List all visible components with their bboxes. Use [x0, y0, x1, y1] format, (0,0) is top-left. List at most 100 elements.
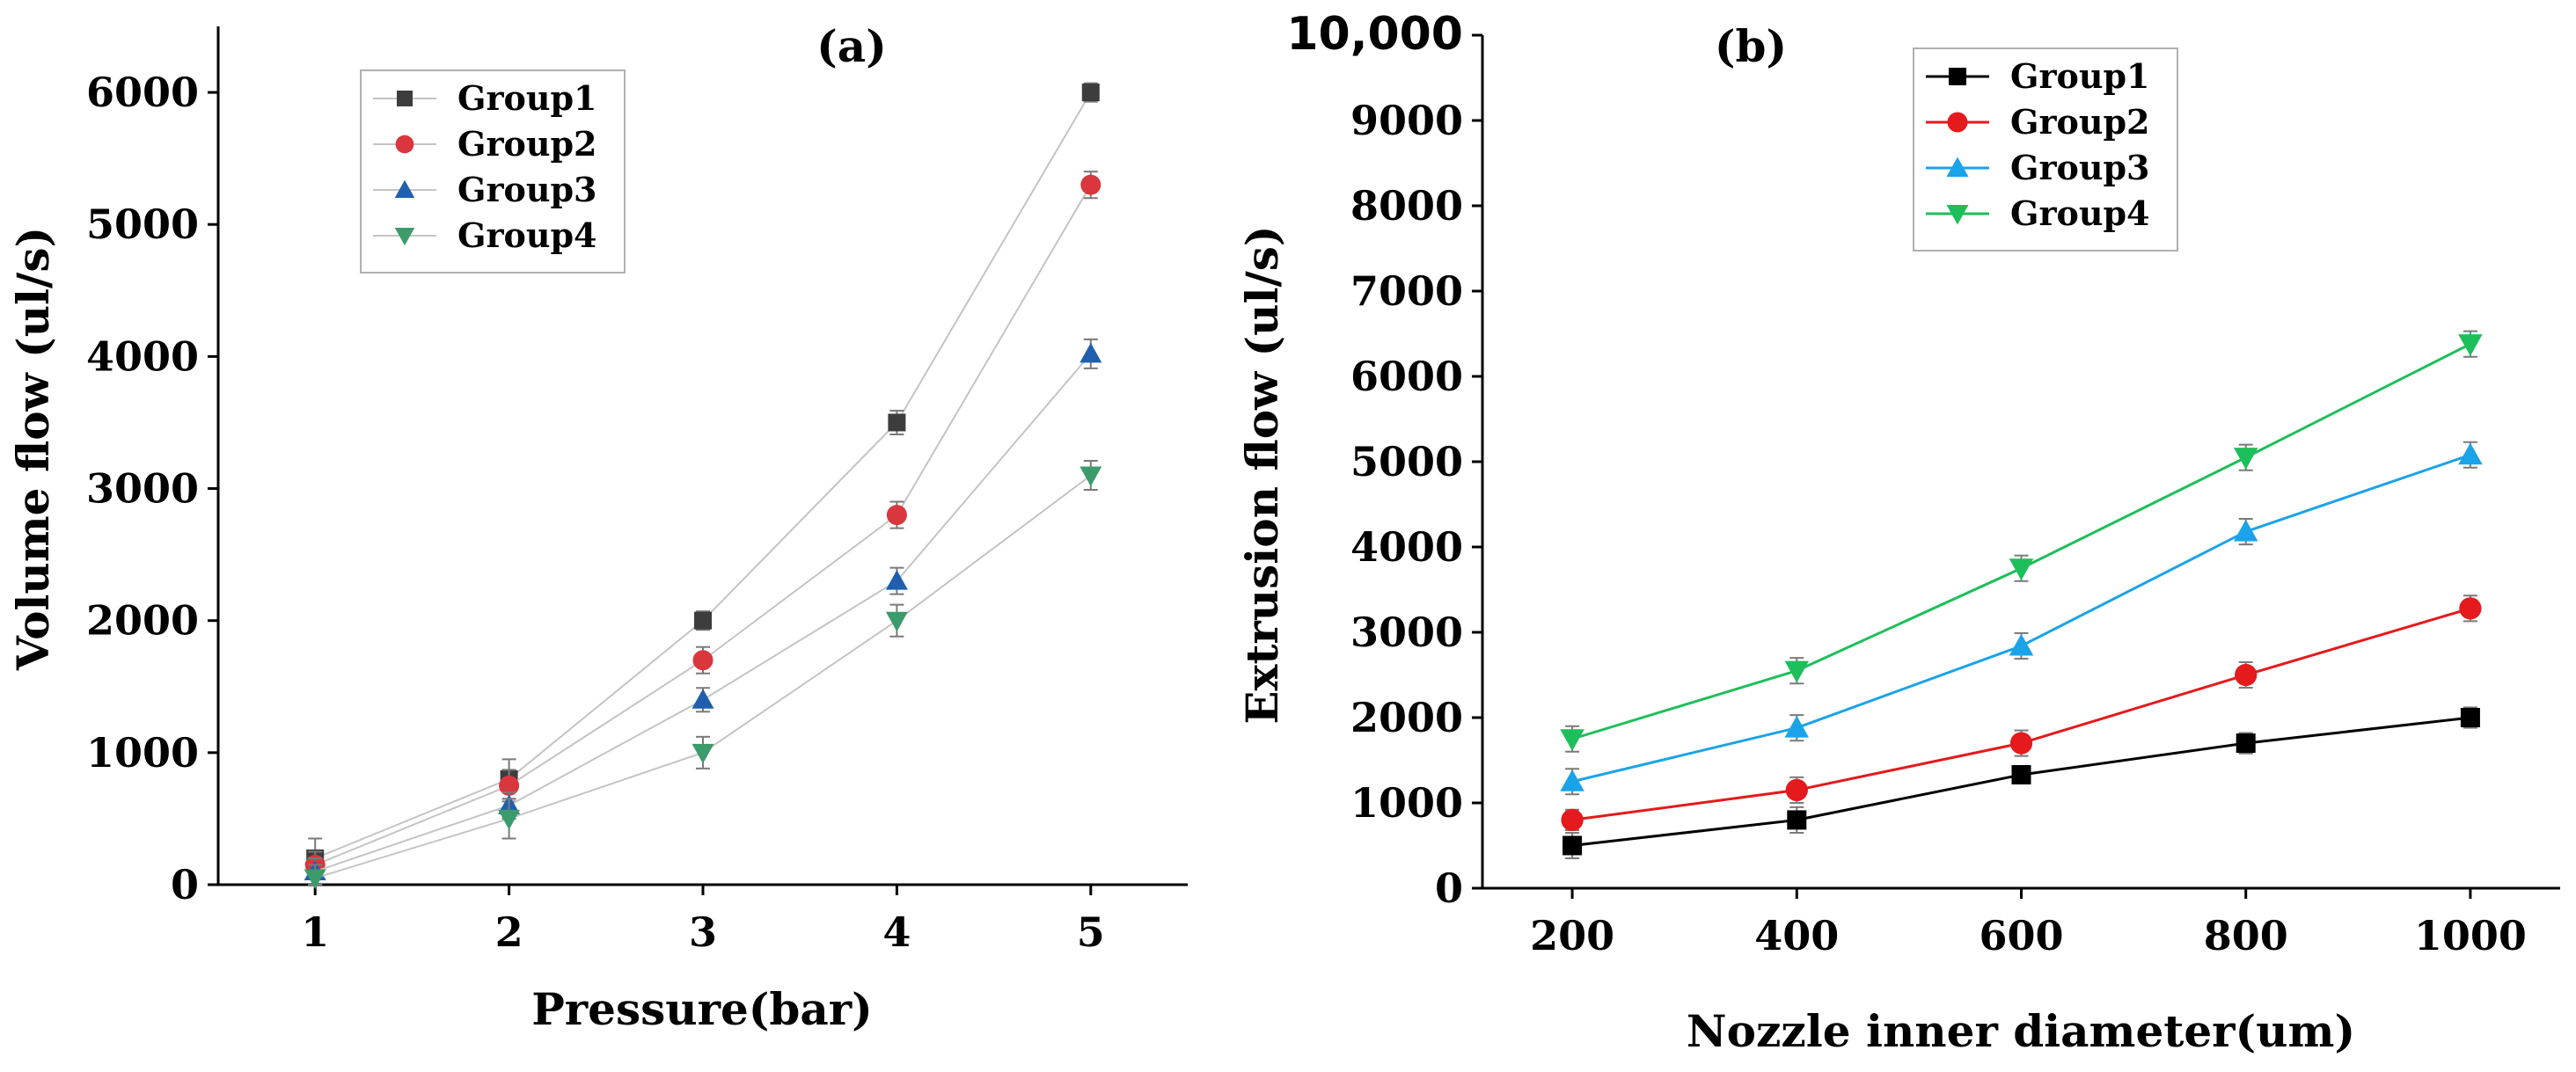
chart-b-line-group4	[1571, 342, 2471, 740]
chart-a-point	[498, 809, 521, 830]
chart-a: (a) 0 1000 2000 3000 4000 5000 6000 1 2 3 4 5 Pres…	[7, 20, 1188, 1035]
chart-a-point	[499, 775, 520, 796]
chart-b-point	[1560, 729, 1584, 751]
chart-b-point	[1784, 660, 1810, 683]
chart-b-point	[1561, 808, 1584, 832]
chart-a-point	[1079, 342, 1102, 363]
chart-b-y-tick-label: 8000	[1350, 182, 1463, 230]
chart-b-point	[2009, 732, 2033, 755]
chart-a-x-tick-label: 4	[882, 908, 911, 956]
chart-a-legend-marker	[397, 91, 413, 106]
chart-b-series-group1	[1562, 706, 2480, 860]
chart-b-x-tick-label: 800	[2204, 912, 2288, 959]
chart-b-point	[2459, 597, 2482, 620]
chart-b-point	[1787, 810, 1807, 830]
chart-a-legend-label: Group3	[457, 170, 596, 209]
chart-b-legend-label: Group1	[2010, 56, 2149, 96]
chart-a-legend-item: Group4	[373, 215, 596, 255]
chart-b-point	[2458, 442, 2483, 465]
chart-b-y-label: Extrusion flow (ul/s)	[1236, 225, 1288, 724]
chart-a-legend-item: Group3	[373, 170, 596, 209]
chart-b-legend-label: Group2	[2010, 102, 2149, 142]
chart-a-point	[885, 611, 908, 632]
chart-a-point	[692, 743, 714, 764]
chart-a-point	[1079, 466, 1102, 487]
chart-a-x-tick-label: 1	[301, 908, 329, 956]
chart-a-legend-label: Group2	[457, 124, 596, 164]
chart-a-title: (a)	[816, 20, 887, 72]
chart-b-legend: Group1 Group2 Group3 Group4	[1913, 47, 2178, 252]
chart-b-point	[2233, 519, 2258, 542]
chart-a-point	[1080, 174, 1101, 195]
chart-b-point	[1562, 835, 1583, 856]
chart-b-point	[2233, 448, 2258, 470]
chart-b-legend-marker	[1946, 205, 1969, 225]
chart-a-legend-item: Group2	[373, 124, 596, 164]
chart-a-y-tick-label: 1000	[86, 729, 199, 777]
chart-b-series-group3	[1560, 441, 2483, 796]
chart-a-legend: Group1 Group2 Group3 Group4	[360, 69, 626, 273]
chart-b-x-tick-label: 200	[1530, 912, 1614, 959]
chart-a-x-tick-label: 3	[689, 908, 717, 956]
chart-b-y-tick-label: 0	[1435, 864, 1463, 912]
chart-a-series-group4	[304, 460, 1102, 889]
chart-b-y-tick-label: 4000	[1350, 523, 1463, 571]
chart-a-y-label: Volume flow (ul/s)	[7, 227, 59, 671]
chart-a-y-tick-label: 4000	[86, 332, 199, 380]
chart-b-point	[1784, 715, 1810, 738]
chart-a-legend-marker	[394, 228, 415, 246]
chart-b-point	[2009, 558, 2034, 580]
chart-b-series-group2	[1561, 594, 2482, 832]
chart-b-x-label: Nozzle inner diameter(um)	[1687, 1005, 2355, 1057]
chart-a-point	[885, 570, 908, 590]
chart-a-point	[1081, 84, 1100, 102]
chart-b-y-tick-label: 2000	[1350, 694, 1463, 741]
chart-b-point	[1560, 769, 1584, 791]
chart-b-legend-label: Group4	[2010, 193, 2149, 233]
chart-b-legend-item: Group1	[1926, 56, 2149, 96]
chart-b-legend-item: Group2	[1926, 102, 2149, 142]
chart-b-title: (b)	[1715, 20, 1787, 72]
chart-b-y-tick-label: 7000	[1350, 267, 1463, 315]
chart-a-point	[692, 650, 714, 671]
chart-b-x-tick-label: 1000	[2414, 912, 2527, 959]
chart-a-y-tick-label: 0	[171, 861, 199, 908]
chart-b-point	[2460, 708, 2480, 727]
chart-a-legend-marker	[394, 179, 415, 198]
chart-b-y-tick-label: 9000	[1350, 97, 1463, 144]
chart-a-legend-item: Group1	[373, 78, 596, 118]
chart-a-legend-label: Group4	[457, 215, 596, 255]
chart-b-y-tick-label: 6000	[1350, 353, 1463, 400]
chart-a-point	[304, 869, 326, 889]
chart-a-series-group3	[304, 338, 1102, 886]
chart-b-point	[2011, 764, 2031, 784]
chart-b-legend-marker	[1946, 157, 1969, 177]
chart-b-point	[2458, 334, 2483, 356]
chart-b-y-tick-label: 1000	[1350, 779, 1463, 827]
chart-b-legend-item: Group4	[1926, 193, 2149, 233]
chart-b-legend-marker	[1949, 68, 1966, 85]
chart-a-legend-marker	[395, 135, 414, 154]
chart-a-y-tick-label: 5000	[86, 201, 199, 248]
chart-a-legend-label: Group1	[457, 78, 596, 118]
chart-b-x-tick-label: 400	[1754, 912, 1839, 959]
chart-b-x-tick-label: 600	[1979, 912, 2063, 959]
chart-a-point	[888, 413, 906, 432]
chart-a-x-tick-label: 5	[1077, 908, 1105, 956]
chart-b-point	[2236, 733, 2256, 754]
chart-b-legend-marker	[1947, 112, 1968, 133]
chart-a-point	[694, 611, 712, 630]
chart-a-x-tick-label: 2	[495, 908, 523, 956]
chart-a-point	[692, 689, 714, 709]
chart-b-y-tick-label: 10,000	[1286, 8, 1463, 61]
chart-b-y-tick-label: 3000	[1350, 609, 1463, 656]
chart-b-y-tick-label: 5000	[1350, 438, 1463, 485]
chart-b-point	[2235, 663, 2258, 687]
chart-b: (b) 0 1000 2000 3000 4000 5000 6000 7000 8000 900…	[1236, 8, 2560, 1057]
chart-a-x-label: Pressure(bar)	[531, 983, 873, 1035]
chart-b-point	[1785, 778, 1808, 802]
chart-b-series-group4	[1560, 330, 2483, 753]
chart-a-point	[886, 505, 907, 526]
chart-b-legend-label: Group3	[2010, 148, 2149, 187]
